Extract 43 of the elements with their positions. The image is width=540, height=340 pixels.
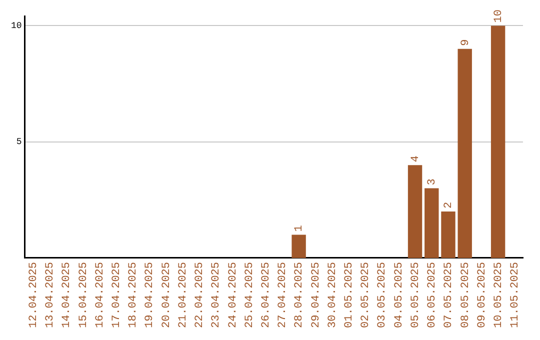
x-tick-label: 15.04.2025 <box>78 262 90 328</box>
data-label: 9 <box>460 39 472 46</box>
x-tick-label: 25.04.2025 <box>244 262 256 328</box>
x-tick-label: 16.04.2025 <box>94 262 106 328</box>
x-tick-label: 01.05.2025 <box>344 262 356 328</box>
x-tick-label: 11.05.2025 <box>510 262 522 328</box>
x-tick-label: 28.04.2025 <box>294 262 306 328</box>
x-tick-label: 19.04.2025 <box>144 262 156 328</box>
x-tick-label: 12.04.2025 <box>28 262 40 328</box>
bar <box>490 26 506 258</box>
data-label: 2 <box>443 202 456 209</box>
x-tick-label: 03.05.2025 <box>376 262 389 328</box>
x-tick-label: 07.05.2025 <box>443 262 456 328</box>
bar <box>458 48 472 258</box>
x-tick-label: 17.04.2025 <box>111 262 124 328</box>
x-tick-label: 20.04.2025 <box>160 262 173 328</box>
x-tick-label: 29.04.2025 <box>310 262 322 328</box>
x-tick-label: 05.05.2025 <box>410 262 422 328</box>
x-tick-label: 30.04.2025 <box>326 262 339 328</box>
bar <box>408 165 422 258</box>
data-label: 10 <box>492 9 505 23</box>
data-label: 4 <box>410 155 422 162</box>
bar <box>441 212 456 258</box>
x-tick-label: 04.05.2025 <box>393 262 406 328</box>
x-tick-label: 10.05.2025 <box>492 262 505 328</box>
data-label: 1 <box>294 224 306 232</box>
x-tick-label: 26.04.2025 <box>260 262 272 328</box>
x-tick-label: 21.04.2025 <box>177 262 190 328</box>
x-tick-label: 24.04.2025 <box>227 262 240 328</box>
x-tick-label: 14.04.2025 <box>61 262 74 328</box>
bar <box>292 234 306 258</box>
x-tick-label: 09.05.2025 <box>476 262 488 328</box>
y-tick-label: 5 <box>16 137 22 148</box>
x-tick-label: 23.04.2025 <box>210 262 223 328</box>
data-label: 3 <box>426 178 439 186</box>
x-tick-label: 27.04.2025 <box>277 262 290 328</box>
x-tick-label: 02.05.2025 <box>360 262 372 328</box>
x-tick-label: 06.05.2025 <box>426 262 439 328</box>
x-tick-label: 18.04.2025 <box>128 262 140 328</box>
x-tick-label: 22.04.2025 <box>194 262 206 328</box>
x-tick-label: 13.04.2025 <box>44 262 57 328</box>
x-tick-label: 08.05.2025 <box>460 262 472 328</box>
bar <box>424 188 439 258</box>
